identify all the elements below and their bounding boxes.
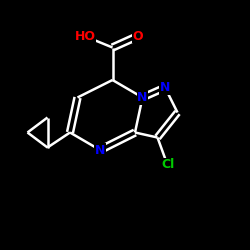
Text: N: N: [160, 81, 170, 94]
Text: HO: HO: [74, 30, 96, 43]
Text: N: N: [95, 144, 105, 156]
Text: N: N: [137, 91, 148, 104]
Text: Cl: Cl: [161, 158, 174, 172]
Text: O: O: [132, 30, 143, 43]
